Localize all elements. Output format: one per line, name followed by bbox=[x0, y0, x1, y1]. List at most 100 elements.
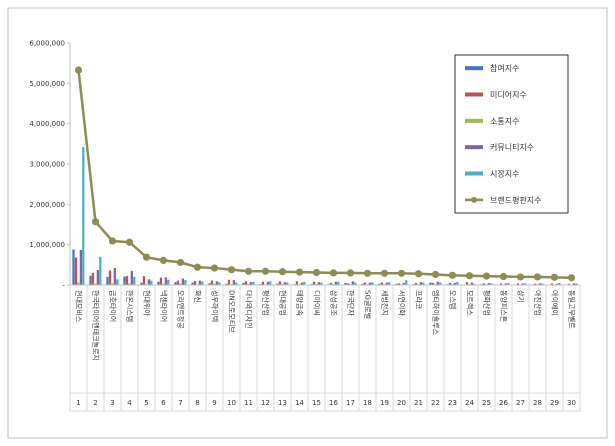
bar bbox=[541, 283, 544, 285]
x-tick-label: 삼성공조 bbox=[330, 290, 339, 316]
bar bbox=[303, 281, 306, 285]
legend-box bbox=[454, 54, 569, 214]
rank-label: 24 bbox=[465, 399, 474, 407]
bar bbox=[524, 283, 527, 285]
bar bbox=[283, 282, 286, 285]
legend-label: 소통지수 bbox=[490, 117, 519, 126]
bar bbox=[473, 283, 476, 285]
bar bbox=[128, 283, 131, 285]
bar bbox=[405, 280, 408, 285]
bar bbox=[276, 283, 279, 285]
rank-label: 9 bbox=[212, 399, 216, 407]
bar bbox=[193, 280, 197, 285]
bar bbox=[317, 282, 320, 285]
line-point bbox=[295, 268, 304, 276]
bar bbox=[371, 282, 374, 285]
bar bbox=[300, 282, 303, 285]
line-point bbox=[516, 273, 525, 281]
x-tick-label: 동양피스톤 bbox=[500, 290, 509, 323]
bar bbox=[572, 283, 575, 285]
bar bbox=[176, 280, 180, 285]
bar bbox=[329, 282, 333, 285]
x-tick-label: 한국단자 bbox=[347, 290, 356, 316]
bar bbox=[72, 249, 75, 285]
x-tick-label: 성우하이텍 bbox=[211, 290, 220, 322]
bar bbox=[235, 282, 238, 285]
line-point bbox=[159, 256, 168, 264]
bar bbox=[286, 282, 289, 285]
line-point bbox=[108, 237, 117, 245]
bar bbox=[470, 282, 473, 285]
bar bbox=[157, 281, 160, 285]
bar bbox=[213, 283, 216, 285]
rank-label: 16 bbox=[329, 399, 338, 407]
x-tick-label: 화신 bbox=[194, 290, 203, 303]
bar bbox=[89, 275, 92, 285]
line-point bbox=[244, 267, 253, 275]
bar bbox=[96, 270, 99, 285]
legend-label: 미디어지수 bbox=[490, 90, 527, 100]
rank-label: 8 bbox=[195, 399, 199, 407]
line-point bbox=[176, 258, 185, 267]
bar bbox=[385, 282, 388, 285]
bar bbox=[162, 283, 165, 285]
bar bbox=[269, 281, 272, 285]
bar bbox=[77, 282, 80, 285]
x-tick-label: 한국타이어앤테크놀로지 bbox=[92, 290, 101, 361]
bar bbox=[533, 283, 537, 285]
bar bbox=[179, 283, 182, 285]
rank-label: 5 bbox=[144, 399, 148, 407]
rank-label: 25 bbox=[482, 399, 491, 407]
legend-marker bbox=[471, 196, 477, 203]
x-tick-label: 한온시스템 bbox=[126, 290, 134, 322]
bar bbox=[395, 283, 398, 285]
x-tick-label: 디아이씨 bbox=[313, 290, 322, 316]
bar bbox=[436, 281, 439, 285]
bar bbox=[130, 270, 133, 285]
bar bbox=[232, 280, 235, 285]
bar bbox=[465, 282, 469, 285]
y-tick-label: 6,000,000 bbox=[29, 40, 65, 48]
bar bbox=[133, 276, 136, 285]
bar bbox=[388, 282, 391, 285]
bar bbox=[555, 283, 558, 285]
bar bbox=[244, 281, 248, 285]
y-tick-label: 3,000,000 bbox=[29, 161, 65, 169]
bar bbox=[201, 281, 204, 285]
bar bbox=[295, 281, 299, 285]
line-point bbox=[91, 218, 100, 226]
x-tick-label: 모트렉스 bbox=[466, 290, 475, 316]
bar bbox=[111, 283, 114, 285]
bar bbox=[516, 283, 520, 285]
rank-label: 11 bbox=[244, 399, 253, 407]
bar bbox=[79, 249, 82, 285]
rank-label: 10 bbox=[227, 399, 236, 407]
bar bbox=[368, 282, 371, 285]
bar bbox=[337, 281, 340, 285]
x-tick-label: 세방전지 bbox=[381, 290, 390, 316]
bar bbox=[312, 281, 316, 285]
bar bbox=[499, 283, 503, 285]
bar bbox=[361, 283, 364, 285]
rank-label: 23 bbox=[448, 399, 457, 407]
line-point bbox=[363, 269, 372, 277]
bar bbox=[521, 283, 524, 285]
bar bbox=[125, 276, 129, 285]
bar bbox=[94, 283, 97, 285]
rank-label: 30 bbox=[567, 399, 576, 407]
rank-label: 3 bbox=[110, 399, 114, 407]
x-tick-label: 상기 bbox=[517, 290, 526, 303]
rank-label: 15 bbox=[312, 399, 321, 407]
bar bbox=[261, 281, 265, 285]
legend-swatch bbox=[465, 145, 483, 150]
bar bbox=[414, 282, 418, 285]
legend-label: 브랜드평판지수 bbox=[490, 195, 542, 205]
rank-label: 14 bbox=[295, 399, 304, 407]
line-point bbox=[414, 270, 423, 278]
bar bbox=[249, 282, 252, 285]
bar bbox=[215, 281, 218, 285]
line-point bbox=[142, 253, 151, 261]
rank-label: 27 bbox=[516, 399, 525, 407]
x-tick-label: 넥센타이어 bbox=[160, 290, 169, 322]
